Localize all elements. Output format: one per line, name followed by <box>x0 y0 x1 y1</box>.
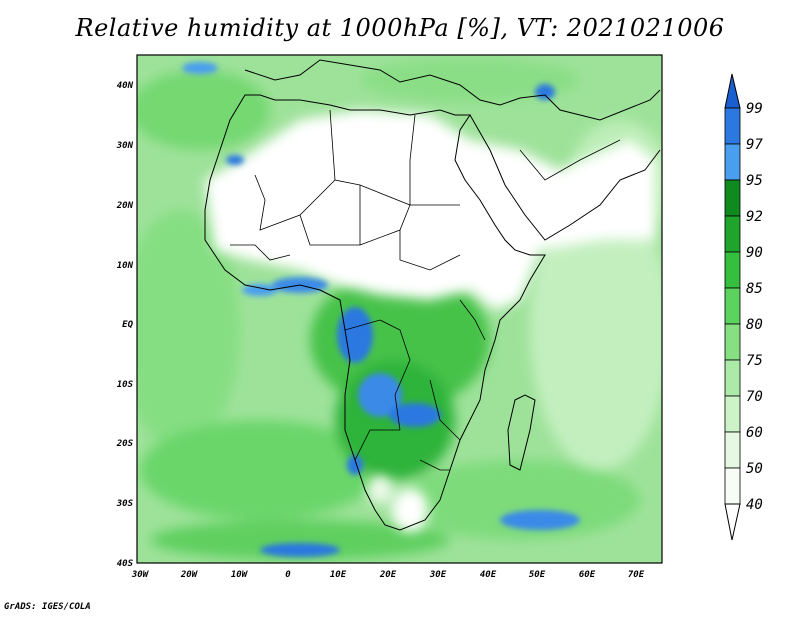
colorbar-label: 80 <box>746 317 763 333</box>
lon-label: 20E <box>379 570 397 580</box>
colorbar-label: 99 <box>746 101 763 117</box>
lon-label: 70E <box>628 570 645 580</box>
colorbar-bottom-arrow <box>724 503 741 541</box>
lon-label: 0 <box>285 570 291 580</box>
lat-label: 30N <box>116 141 134 151</box>
colorbar-label: 60 <box>746 425 763 441</box>
colorbar-label: 70 <box>746 389 763 405</box>
lat-label: 20N <box>116 201 134 211</box>
lon-label: 10E <box>330 570 347 580</box>
colorbar-label: 50 <box>746 461 763 477</box>
lon-label: 30W <box>131 570 150 580</box>
colorbar-swatch <box>724 143 741 181</box>
credit-text: GrADS: IGES/COLA <box>4 602 91 612</box>
map-frame <box>136 54 663 564</box>
colorbar-swatch <box>724 107 741 145</box>
colorbar-swatch <box>724 467 741 505</box>
colorbar-swatch <box>724 287 741 325</box>
colorbar-swatch <box>724 395 741 433</box>
lat-label: 30S <box>116 499 134 509</box>
lon-label: 10W <box>231 570 249 580</box>
colorbar-swatch <box>724 251 741 289</box>
lat-label: EQ <box>122 320 133 330</box>
colorbar: 99 97 95 92 90 85 80 75 70 60 50 40 <box>724 73 763 541</box>
lon-label: 30E <box>429 570 447 580</box>
lon-label: 60E <box>579 570 596 580</box>
colorbar-swatch <box>724 215 741 253</box>
lon-label: 40E <box>480 570 497 580</box>
colorbar-label: 92 <box>746 209 763 225</box>
colorbar-label: 90 <box>746 245 763 261</box>
lat-label: 10S <box>117 380 134 390</box>
colorbar-label: 85 <box>746 281 763 297</box>
axis-labels: 40N 30N 20N 10N EQ 10S 20S 30S 40S 30W 2… <box>116 81 645 580</box>
colorbar-label: 97 <box>746 137 763 153</box>
lat-label: 20S <box>116 439 134 449</box>
colorbar-swatch <box>724 431 741 469</box>
colorbar-swatch <box>724 359 741 397</box>
lat-label: 10N <box>117 261 134 271</box>
colorbar-top-arrow <box>724 73 741 109</box>
lon-label: 50E <box>529 570 546 580</box>
lat-label: 40N <box>117 81 134 91</box>
colorbar-label: 75 <box>746 353 763 369</box>
colorbar-swatch <box>724 323 741 361</box>
country-borders <box>230 109 621 471</box>
coastlines <box>204 59 661 531</box>
map-plot <box>137 55 662 563</box>
lat-label: 40S <box>117 559 134 569</box>
colorbar-swatch <box>724 179 741 217</box>
colorbar-label: 40 <box>746 497 763 513</box>
lon-label: 20W <box>180 570 199 580</box>
dry-regions <box>205 110 655 532</box>
colorbar-label: 95 <box>746 173 763 189</box>
map-title: Relative humidity at 1000hPa [%], VT: 20… <box>75 14 725 42</box>
